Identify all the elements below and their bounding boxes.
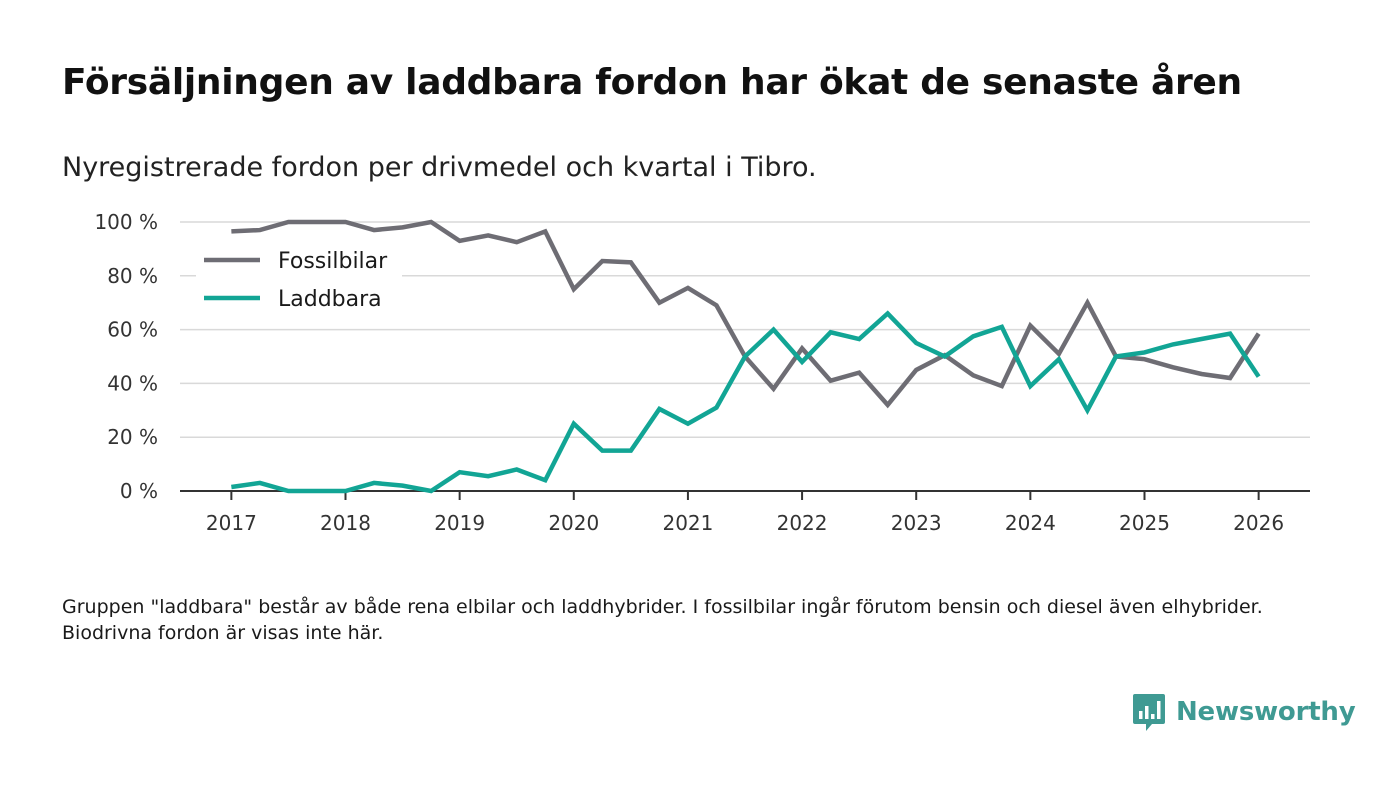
- y-tick-label: 0 %: [120, 479, 158, 503]
- footnote: Gruppen "laddbara" består av både rena e…: [62, 596, 1263, 644]
- y-tick-label: 20 %: [107, 425, 158, 449]
- x-tick-label: 2022: [777, 511, 828, 535]
- legend-label-laddbara: Laddbara: [278, 287, 382, 312]
- y-tick-label: 80 %: [107, 264, 158, 288]
- x-tick-label: 2023: [891, 511, 942, 535]
- x-tick-label: 2019: [434, 511, 485, 535]
- x-tick-label: 2020: [548, 511, 599, 535]
- newsworthy-logo-icon: [1133, 694, 1165, 731]
- x-tick-label: 2018: [320, 511, 371, 535]
- x-tick-label: 2024: [1005, 511, 1056, 535]
- brand-logo: Newsworthy: [1132, 692, 1356, 732]
- y-tick-label: 40 %: [107, 371, 158, 395]
- x-tick-label: 2017: [206, 511, 257, 535]
- legend-label-fossilbilar: Fossilbilar: [278, 249, 388, 274]
- series: [231, 219, 1261, 494]
- series-line-laddbara: [231, 310, 1261, 494]
- x-tick-label: 2026: [1233, 511, 1284, 535]
- legend-background: [196, 238, 402, 320]
- y-tick-label: 60 %: [107, 318, 158, 342]
- y-tick-label: 100 %: [94, 210, 158, 234]
- legend: Fossilbilar Laddbara: [196, 238, 402, 320]
- x-tick-label: 2025: [1119, 511, 1170, 535]
- x-tick-label: 2021: [662, 511, 713, 535]
- chart-title: Försäljningen av laddbara fordon har öka…: [62, 62, 1242, 103]
- brand-name: Newsworthy: [1176, 697, 1356, 727]
- y-axis: 0 % 20 % 40 % 60 % 80 % 100 %: [94, 210, 158, 503]
- line-chart: 0 % 20 % 40 % 60 % 80 % 100 % 2017 2018 2019 202…: [94, 210, 1310, 535]
- x-axis: 2017 2018 2019 2020 2021 2022 2023 2024 2025 2026: [180, 490, 1310, 535]
- chart-subtitle: Nyregistrerade fordon per drivmedel och …: [62, 152, 817, 183]
